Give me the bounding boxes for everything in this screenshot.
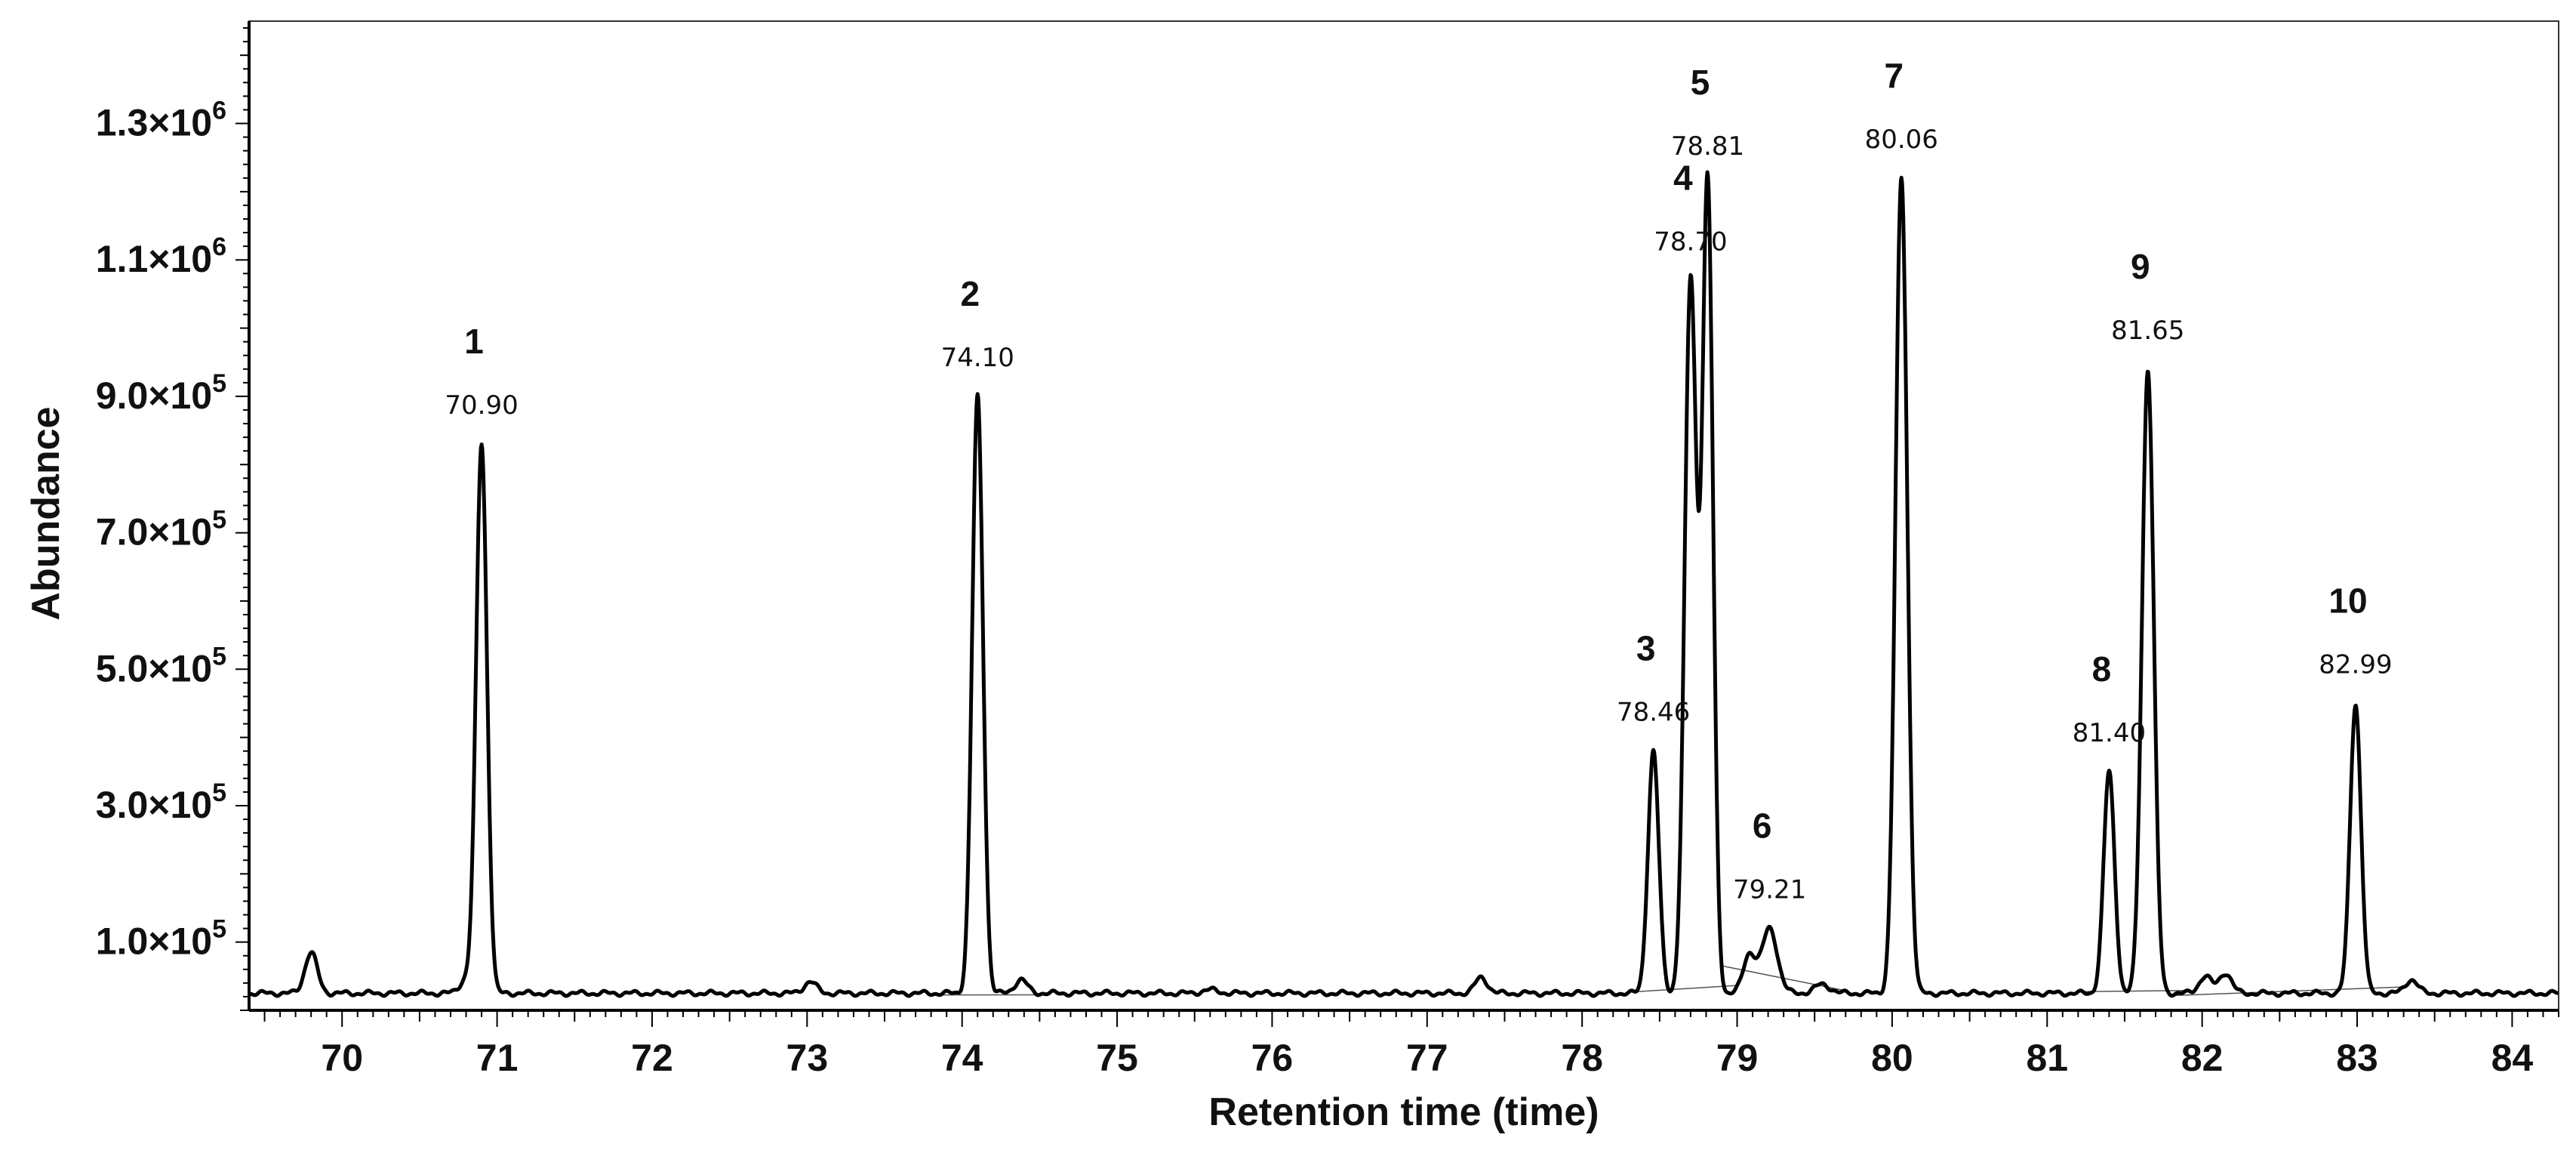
x-tick-label: 83	[2336, 1037, 2378, 1079]
y-tick-label: 1.1×106	[96, 233, 226, 280]
y-tick-label: 3.0×105	[96, 778, 226, 826]
x-tick-label: 74	[941, 1037, 983, 1079]
peak-label-7: 780.06	[1865, 56, 1938, 155]
peak-label-5: 578.81	[1671, 63, 1744, 162]
x-tick-label: 77	[1406, 1037, 1448, 1079]
peak-number: 8	[2092, 649, 2112, 689]
peak-retention-time: 74.10	[941, 343, 1014, 373]
peak-label-9: 981.65	[2111, 247, 2184, 346]
peak-retention-time: 78.81	[1671, 131, 1744, 162]
peak-number: 7	[1884, 56, 1904, 95]
peak-number: 2	[960, 274, 980, 313]
x-tick-label: 78	[1561, 1037, 1603, 1079]
peak-label-4: 478.70	[1654, 158, 1727, 257]
x-tick-label: 73	[786, 1037, 829, 1079]
peak-number: 6	[1753, 806, 1772, 846]
peak-labels: 170.90274.10378.46478.70578.81679.21780.…	[445, 56, 2392, 905]
peak-label-3: 378.46	[1617, 629, 1690, 728]
x-tick-label: 70	[321, 1037, 363, 1079]
peak-label-8: 881.40	[2073, 649, 2146, 748]
integration-baseline	[1628, 985, 1737, 993]
x-tick-label: 76	[1251, 1037, 1294, 1079]
peak-number: 5	[1691, 63, 1710, 102]
x-tick-label: 81	[2026, 1037, 2068, 1079]
x-tick-label: 79	[1716, 1037, 1759, 1079]
y-tick-label: 1.3×106	[96, 97, 226, 144]
peak-number: 10	[2328, 581, 2367, 620]
axis-ticks: 70 71 72 73 74 75 76 77 78 79 80 81 82 83 841.0×1053.0…	[96, 27, 2559, 1079]
peak-retention-time: 80.06	[1865, 125, 1938, 155]
x-axis-title: Retention time (time)	[1208, 1090, 1599, 1134]
x-tick-label: 84	[2491, 1037, 2534, 1079]
peak-retention-time: 78.46	[1617, 698, 1690, 728]
x-tick-label: 72	[631, 1037, 673, 1079]
x-tick-label: 75	[1096, 1037, 1138, 1079]
plot-frame	[248, 20, 2559, 1011]
peak-number: 9	[2131, 247, 2150, 286]
peak-number: 3	[1636, 629, 1656, 668]
peak-label-10: 10 82.99	[2319, 581, 2392, 680]
x-tick-label: 71	[476, 1037, 519, 1079]
y-tick-label: 5.0×105	[96, 642, 226, 689]
x-tick-label: 82	[2181, 1037, 2224, 1079]
peak-retention-time: 81.40	[2073, 718, 2146, 748]
peak-number: 1	[464, 322, 484, 361]
peak-label-1: 170.90	[445, 322, 518, 421]
chromatogram-trace	[248, 170, 2559, 998]
axes	[248, 20, 2559, 1012]
peak-retention-time: 79.21	[1733, 875, 1806, 905]
peak-retention-time: 82.99	[2319, 649, 2392, 680]
peak-retention-time: 81.65	[2111, 316, 2184, 346]
y-tick-label: 9.0×105	[96, 369, 226, 417]
y-tick-label: 1.0×105	[96, 915, 226, 963]
peak-retention-time: 70.90	[445, 390, 518, 421]
peak-label-6: 679.21	[1733, 806, 1806, 905]
y-axis-title: Abundance	[24, 406, 68, 620]
peak-number: 4	[1673, 158, 1693, 197]
peak-retention-time: 78.70	[1654, 227, 1727, 257]
peak-label-2: 274.10	[941, 274, 1014, 373]
y-tick-label: 7.0×105	[96, 506, 226, 553]
x-tick-label: 80	[1871, 1037, 1913, 1079]
